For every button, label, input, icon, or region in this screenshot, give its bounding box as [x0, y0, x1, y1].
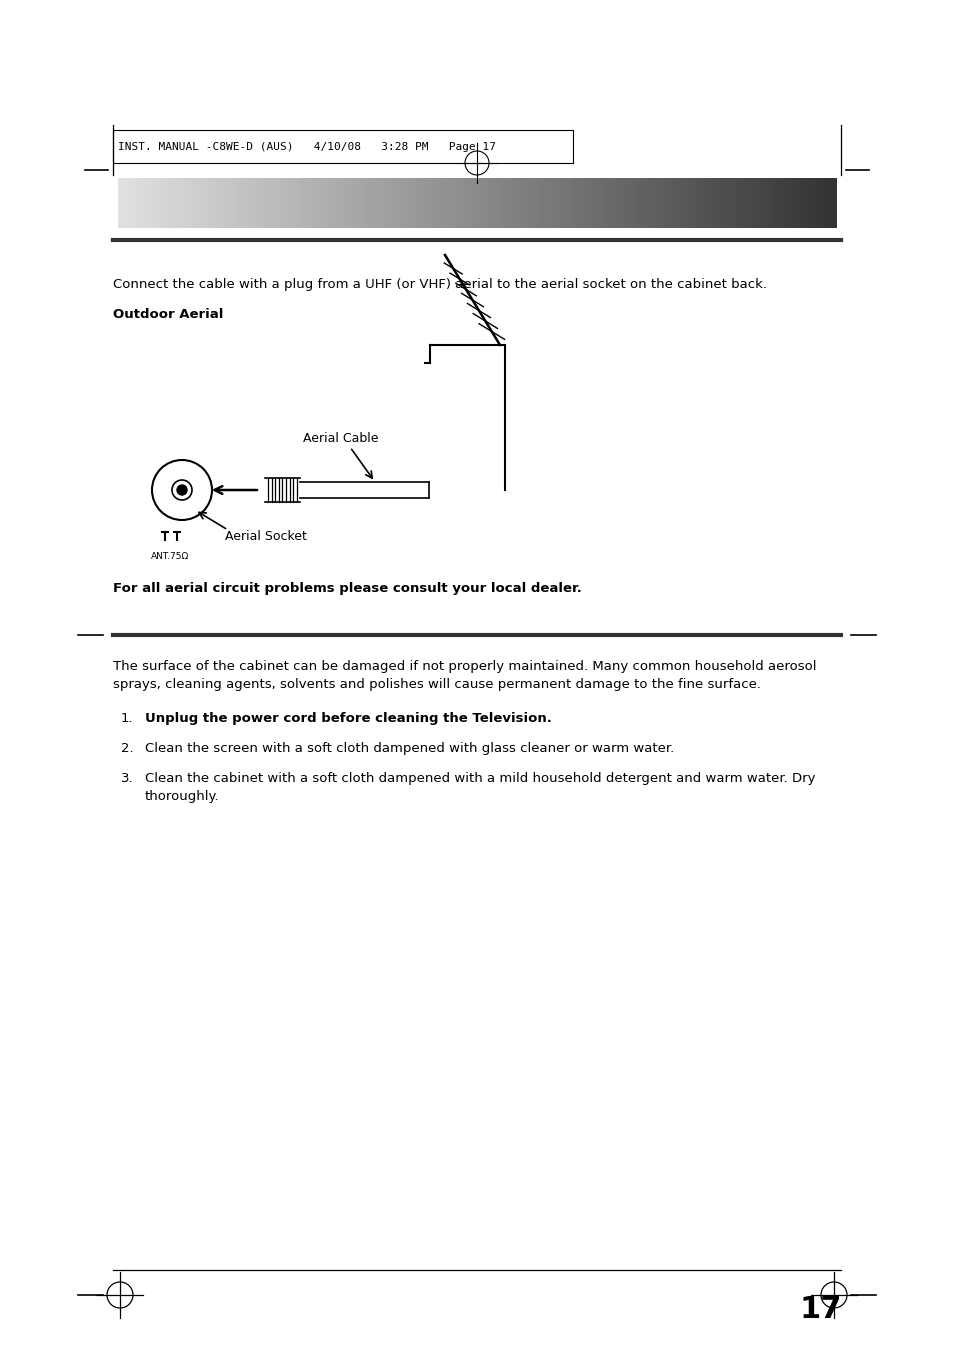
Text: Unplug the power cord before cleaning the Television.: Unplug the power cord before cleaning th…: [145, 712, 551, 725]
Circle shape: [177, 485, 187, 494]
Text: thoroughly.: thoroughly.: [145, 790, 219, 802]
Text: Aerial Cable: Aerial Cable: [303, 431, 378, 444]
Text: Connect the cable with a plug from a UHF (or VHF) aerial to the aerial socket on: Connect the cable with a plug from a UHF…: [112, 278, 766, 290]
Text: Clean the screen with a soft cloth dampened with glass cleaner or warm water.: Clean the screen with a soft cloth dampe…: [145, 742, 673, 755]
Text: Outdoor Aerial: Outdoor Aerial: [112, 308, 223, 322]
Text: 1.: 1.: [120, 712, 133, 725]
Text: ANT.75Ω: ANT.75Ω: [151, 553, 189, 561]
Text: 3.: 3.: [120, 771, 133, 785]
Text: Aerial Socket: Aerial Socket: [225, 531, 307, 543]
Text: 17: 17: [799, 1296, 841, 1324]
Text: Clean the cabinet with a soft cloth dampened with a mild household detergent and: Clean the cabinet with a soft cloth damp…: [145, 771, 814, 785]
Bar: [112, 130, 572, 163]
Text: The surface of the cabinet can be damaged if not properly maintained. Many commo: The surface of the cabinet can be damage…: [112, 661, 815, 690]
Text: For all aerial circuit problems please consult your local dealer.: For all aerial circuit problems please c…: [112, 582, 580, 594]
Text: INST. MANUAL -C8WE-D (AUS)   4/10/08   3:28 PM   Page 17: INST. MANUAL -C8WE-D (AUS) 4/10/08 3:28 …: [117, 142, 495, 151]
Text: 2.: 2.: [120, 742, 133, 755]
